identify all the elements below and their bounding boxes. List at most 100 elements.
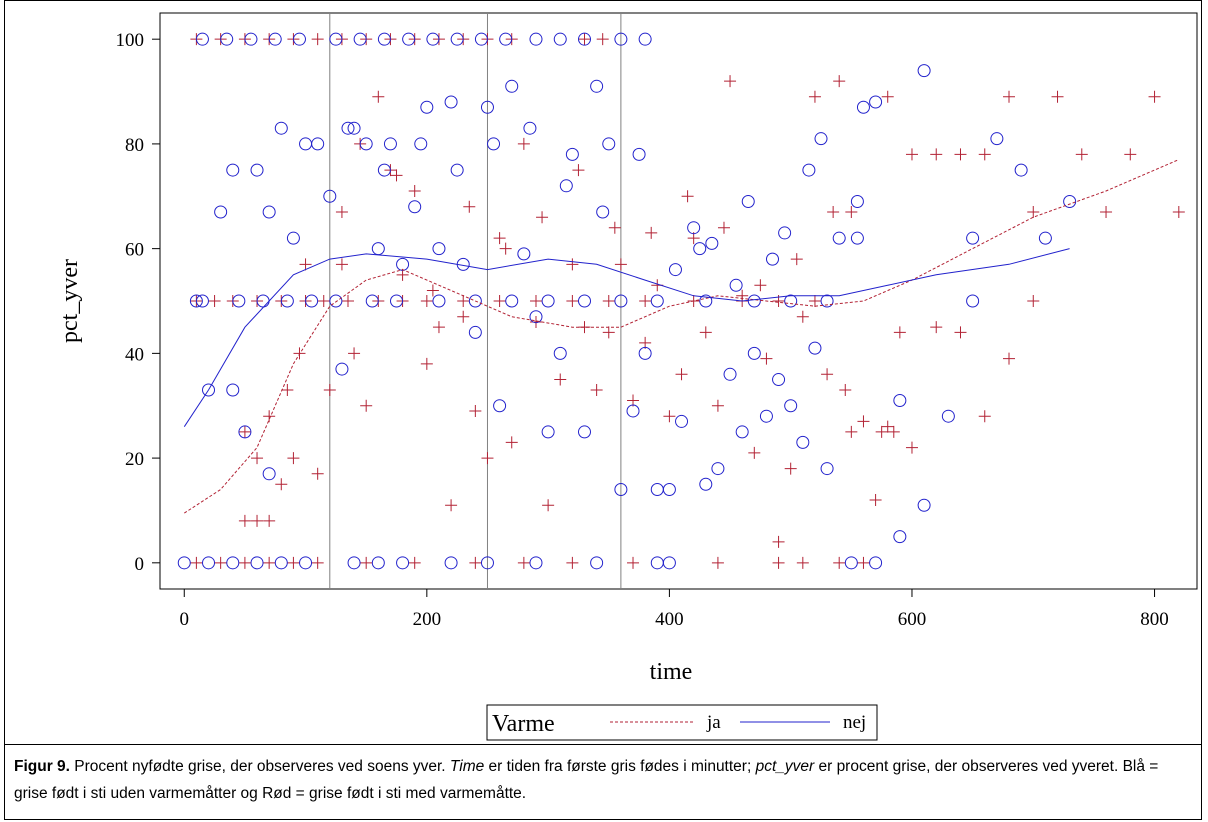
point-nej-73 [396, 257, 410, 271]
point-nej-113 [893, 393, 907, 407]
point-nej-107 [808, 341, 822, 355]
point-ja-114 [905, 441, 918, 454]
point-nej-61 [262, 205, 276, 219]
y-tick-label-2: 40 [125, 344, 144, 365]
point-ja-74 [420, 357, 433, 370]
point-nej-40 [250, 556, 264, 570]
point-ja-82 [517, 137, 530, 150]
point-nej-95 [662, 483, 676, 497]
point-ja-106 [808, 90, 821, 103]
point-nej-84 [529, 310, 543, 324]
point-nej-120 [1014, 163, 1028, 177]
point-nej-93 [638, 346, 652, 360]
point-nej-38 [202, 556, 216, 570]
point-nej-69 [347, 121, 361, 135]
x-tick-label-2: 400 [655, 609, 684, 630]
point-ja-42 [311, 556, 324, 569]
point-nej-136 [814, 132, 828, 146]
point-nej-97 [687, 221, 701, 235]
point-nej-9 [426, 32, 440, 46]
point-nej-75 [420, 100, 434, 114]
point-ja-150 [881, 420, 894, 433]
point-nej-46 [444, 556, 458, 570]
point-nej-66 [311, 137, 325, 151]
point-ja-107 [821, 368, 834, 381]
point-ja-81 [505, 436, 518, 449]
point-nej-112 [893, 530, 907, 544]
y-tick-label-4: 80 [125, 135, 144, 156]
point-ja-30 [566, 295, 579, 307]
point-nej-3 [268, 32, 282, 46]
point-ja-139 [572, 164, 585, 177]
point-nej-60 [250, 163, 264, 177]
caption-text-2: er tiden fra første gris fødes i minutte… [484, 758, 756, 775]
point-ja-97 [699, 326, 712, 339]
point-ja-102 [760, 352, 773, 365]
point-ja-67 [335, 205, 348, 218]
point-nej-43 [347, 556, 361, 570]
point-ja-59 [263, 410, 276, 423]
point-ja-142 [681, 190, 694, 203]
point-ja-83 [529, 315, 542, 328]
point-ja-56 [263, 514, 276, 527]
point-ja-75 [432, 321, 445, 334]
point-nej-71 [371, 242, 385, 256]
point-ja-140 [608, 221, 621, 234]
point-ja-121 [978, 148, 991, 161]
point-ja-100 [736, 289, 749, 302]
point-nej-124 [377, 163, 391, 177]
point-nej-106 [796, 435, 810, 449]
y-axis: 0 20 40 60 80 100 [116, 30, 160, 575]
point-ja-145 [790, 253, 803, 266]
point-nej-128 [523, 121, 537, 135]
point-nej-74 [408, 200, 422, 214]
point-ja-40 [263, 556, 276, 569]
x-axis: 0 200 400 600 800 [180, 589, 1169, 630]
point-nej-138 [850, 195, 864, 209]
point-nej-102 [747, 346, 761, 360]
point-nej-44 [371, 556, 385, 570]
point-ja-43 [360, 556, 373, 569]
point-ja-115 [905, 148, 918, 161]
point-nej-141 [729, 278, 743, 292]
point-ja-117 [930, 321, 943, 334]
point-nej-91 [614, 483, 628, 497]
point-ja-138 [536, 211, 549, 224]
point-nej-72 [383, 137, 397, 151]
point-nej-26 [432, 294, 446, 308]
point-nej-135 [778, 226, 792, 240]
x-tick-label-3: 600 [898, 609, 927, 630]
point-nej-12 [499, 32, 513, 46]
point-nej-19 [232, 294, 246, 308]
caption-label: Figur 9. [14, 758, 70, 775]
point-ja-27 [457, 295, 470, 307]
point-nej-18 [195, 294, 209, 308]
point-nej-10 [450, 32, 464, 46]
point-ja-68 [348, 347, 361, 360]
point-ja-26 [420, 295, 433, 307]
point-nej-83 [517, 247, 531, 261]
point-nej-114 [917, 498, 931, 512]
point-ja-64 [299, 258, 312, 271]
point-nej-117 [966, 294, 980, 308]
point-ja-109 [845, 425, 858, 438]
point-nej-125 [414, 137, 428, 151]
point-nej-77 [444, 95, 458, 109]
point-nej-111 [869, 95, 883, 109]
y-tick-label-0: 0 [135, 554, 145, 575]
point-nej-121 [1038, 231, 1052, 245]
point-ja-94 [663, 410, 676, 423]
point-ja-111 [869, 493, 882, 506]
point-nej-6 [353, 32, 367, 46]
point-ja-55 [251, 514, 264, 527]
point-ja-45 [469, 556, 482, 569]
figure-frame: 0 200 400 600 800 0 20 40 60 80 100 time pct_yver… [4, 0, 1202, 820]
scatter-chart: 0 200 400 600 800 0 20 40 60 80 100 time pct_yver… [57, 12, 1198, 741]
point-ja-23 [341, 295, 354, 307]
point-ja-99 [724, 75, 737, 88]
point-ja-123 [1003, 352, 1016, 365]
point-nej-63 [274, 121, 288, 135]
point-ja-57 [238, 425, 251, 438]
y-tick-label-5: 100 [116, 30, 145, 51]
point-nej-89 [590, 79, 604, 93]
